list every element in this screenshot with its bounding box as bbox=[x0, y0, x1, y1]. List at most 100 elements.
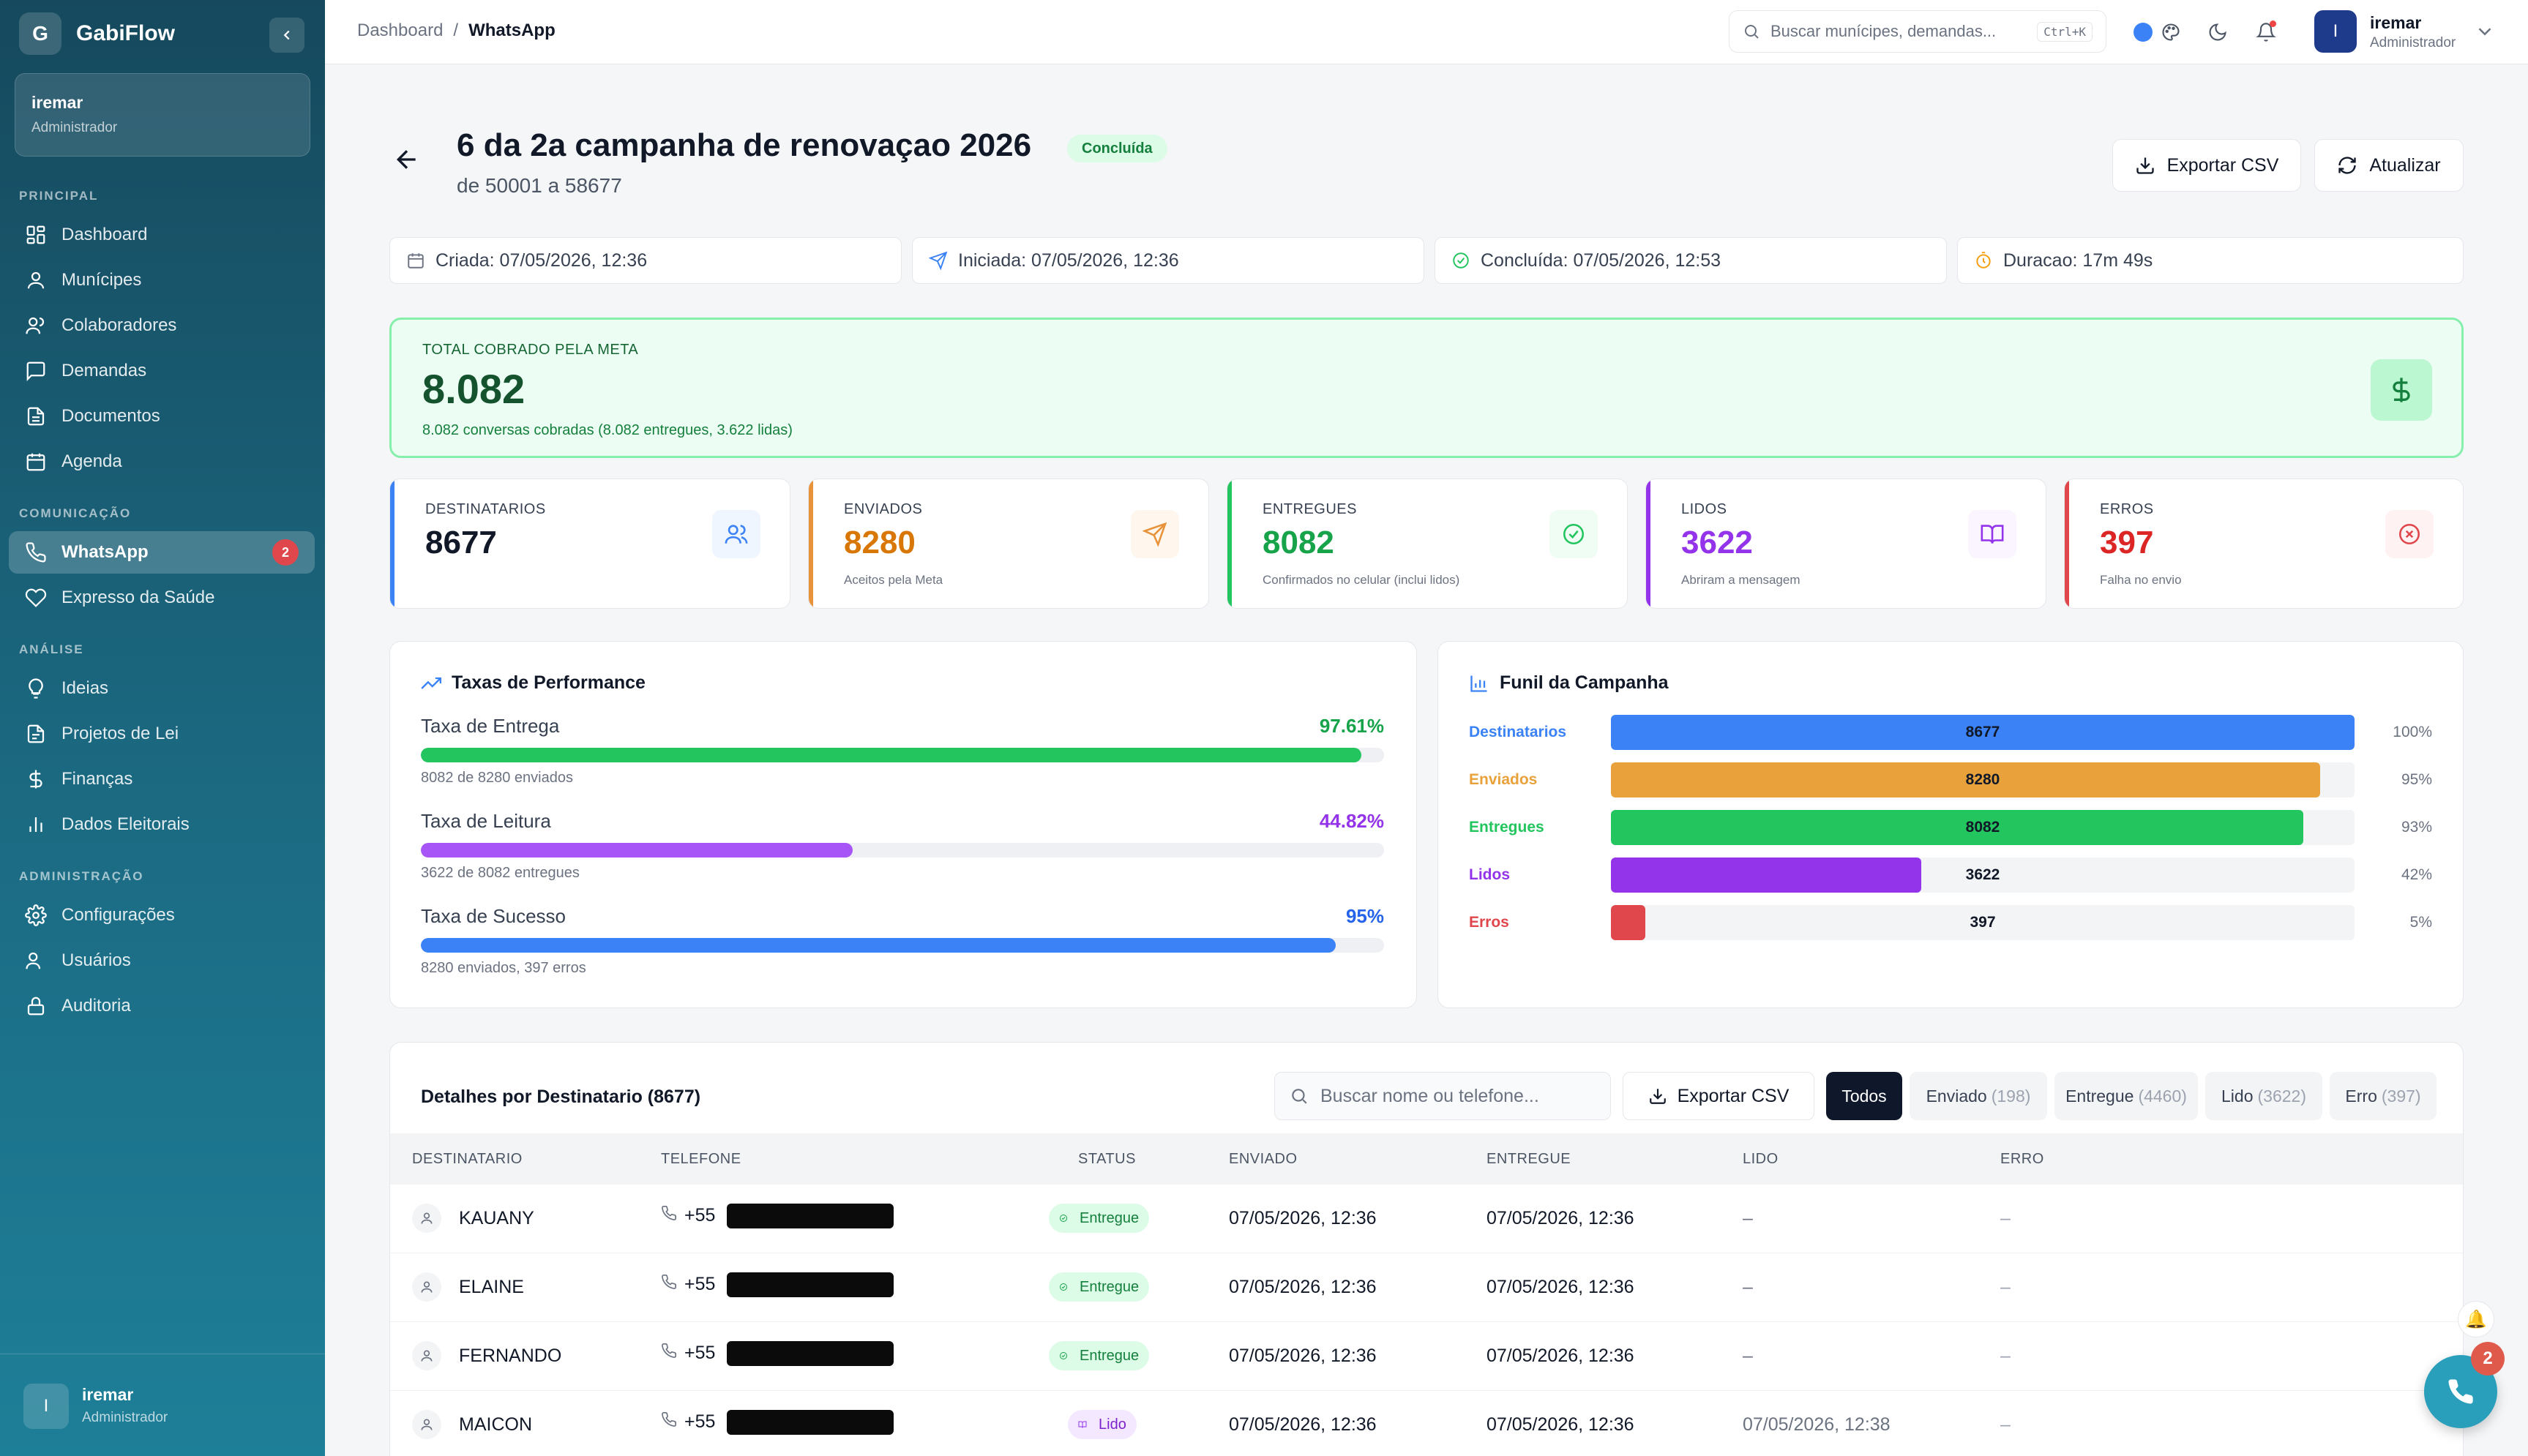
sidebar-item-projetos[interactable]: Projetos de Lei bbox=[9, 713, 315, 755]
sidebar-item-expresso[interactable]: Expresso da Saúde bbox=[9, 577, 315, 619]
stat-accent-bar bbox=[1646, 479, 1650, 608]
funnel-bar: 8280 bbox=[1611, 762, 2355, 798]
palette-button[interactable] bbox=[2158, 19, 2184, 45]
theme-color-button[interactable] bbox=[2130, 19, 2156, 45]
status-badge: Entregue bbox=[1049, 1272, 1150, 1302]
sidebar-item-documentos[interactable]: Documentos bbox=[9, 395, 315, 438]
info-duration: Duracao: 17m 49s bbox=[1957, 237, 2464, 284]
column-header[interactable]: TELEFONE bbox=[661, 1150, 741, 1167]
arrow-left-icon[interactable] bbox=[392, 145, 422, 174]
fab-count-badge: 2 bbox=[2471, 1342, 2505, 1376]
sidebar-item-label: Agenda bbox=[61, 451, 122, 471]
stat-sub: Confirmados no celular (inclui lidos) bbox=[1263, 573, 1460, 587]
filter-erro[interactable]: Erro (397) bbox=[2330, 1072, 2437, 1120]
bar-chart-icon bbox=[29, 817, 42, 832]
color-dot-icon bbox=[2134, 23, 2153, 42]
brand-logo: G bbox=[19, 12, 61, 55]
filter-label: Enviado bbox=[1926, 1086, 1987, 1106]
stat-accent-bar bbox=[1227, 479, 1232, 608]
sidebar-item-colaboradores[interactable]: Colaboradores bbox=[9, 304, 315, 347]
refresh-icon bbox=[2338, 157, 2357, 174]
funnel-pct: 5% bbox=[2409, 914, 2432, 931]
sidebar-user-card[interactable]: iremar Administrador bbox=[15, 73, 310, 157]
delivered-at: 07/05/2026, 12:36 bbox=[1486, 1346, 1634, 1366]
column-header[interactable]: ERRO bbox=[2000, 1150, 2044, 1167]
sidebar-item-configuracoes[interactable]: Configurações bbox=[9, 894, 315, 937]
topbar-user-name[interactable]: iremar bbox=[2370, 13, 2422, 32]
sidebar-item-dashboard[interactable]: Dashboard bbox=[9, 214, 315, 256]
filter-count: (4460) bbox=[2138, 1086, 2187, 1106]
brand[interactable]: G GabiFlow bbox=[19, 12, 175, 55]
breadcrumb-root[interactable]: Dashboard bbox=[357, 20, 444, 40]
users-icon bbox=[26, 317, 45, 334]
table-row[interactable]: FERNANDO +55 Entregue 07/05/2026, 12:36 07/0… bbox=[390, 1322, 2463, 1391]
rate-fill bbox=[421, 938, 1336, 953]
column-header[interactable]: ENTREGUE bbox=[1486, 1150, 1571, 1167]
filter-entregue[interactable]: Entregue (4460) bbox=[2054, 1072, 2198, 1120]
sidebar-item-financas[interactable]: Finanças bbox=[9, 758, 315, 800]
stat-card-lidos: LIDOS 3622 Abriram a mensagem bbox=[1645, 479, 2046, 609]
funnel-bar-fill bbox=[1611, 762, 2321, 798]
book-open-icon bbox=[1078, 1417, 1093, 1432]
send-icon bbox=[929, 251, 948, 270]
recipient-search-input[interactable]: Buscar nome ou telefone... bbox=[1274, 1072, 1611, 1120]
stat-label: ERROS bbox=[2100, 501, 2154, 517]
avatar[interactable]: I bbox=[2314, 10, 2357, 53]
sidebar-item-ideias[interactable]: Ideias bbox=[9, 667, 315, 710]
x-circle-icon bbox=[2385, 510, 2434, 558]
details-title: Detalhes por Destinatario (8677) bbox=[421, 1087, 701, 1107]
filter-lido[interactable]: Lido (3622) bbox=[2205, 1072, 2322, 1120]
palette-icon bbox=[2162, 23, 2180, 41]
refresh-label: Atualizar bbox=[2369, 154, 2441, 176]
stat-value: 8280 bbox=[844, 525, 916, 560]
sidebar-item-usuarios[interactable]: Usuários bbox=[9, 939, 315, 982]
error-text: – bbox=[2000, 1208, 2011, 1228]
rate-label: Taxa de Entrega bbox=[421, 715, 560, 737]
sidebar-item-label: Dashboard bbox=[61, 225, 148, 244]
read-at: – bbox=[1743, 1346, 1753, 1366]
refresh-button[interactable]: Atualizar bbox=[2314, 139, 2464, 192]
column-header[interactable]: STATUS bbox=[1078, 1150, 1136, 1167]
filter-enviado[interactable]: Enviado (198) bbox=[1910, 1072, 2047, 1120]
chevron-down-icon[interactable] bbox=[2474, 20, 2496, 42]
collapse-sidebar-button[interactable] bbox=[269, 18, 304, 53]
details-export-label: Exportar CSV bbox=[1677, 1085, 1790, 1106]
chevron-left-icon bbox=[283, 30, 290, 40]
user-icon bbox=[412, 1341, 441, 1370]
column-header[interactable]: ENVIADO bbox=[1229, 1150, 1298, 1167]
sidebar-footer[interactable]: I iremar Administrador bbox=[0, 1354, 325, 1456]
sidebar-item-whatsapp[interactable]: WhatsApp 2 bbox=[9, 531, 315, 574]
funnel-bar-fill bbox=[1611, 858, 1921, 893]
phone-icon bbox=[661, 1205, 677, 1226]
stat-card-enviados: ENVIADOS 8280 Aceitos pela Meta bbox=[808, 479, 1209, 609]
delivered-at: 07/05/2026, 12:36 bbox=[1486, 1414, 1634, 1435]
global-search-input[interactable]: Buscar munícipes, demandas... Ctrl+K bbox=[1729, 10, 2106, 53]
dark-mode-button[interactable] bbox=[2204, 19, 2231, 45]
sidebar-item-demandas[interactable]: Demandas bbox=[9, 350, 315, 392]
sent-at: 07/05/2026, 12:36 bbox=[1229, 1346, 1377, 1366]
export-csv-label: Exportar CSV bbox=[2166, 154, 2279, 176]
sidebar-item-dados[interactable]: Dados Eleitorais bbox=[9, 803, 315, 846]
stat-label: ENVIADOS bbox=[844, 501, 923, 517]
floating-bell-button[interactable]: 🔔 bbox=[2458, 1301, 2494, 1337]
read-at: 07/05/2026, 12:38 bbox=[1743, 1414, 1891, 1435]
sidebar-item-label: Projetos de Lei bbox=[61, 724, 179, 743]
info-created: Criada: 07/05/2026, 12:36 bbox=[389, 237, 902, 284]
sidebar-item-municipes[interactable]: Munícipes bbox=[9, 259, 315, 301]
table-row[interactable]: KAUANY +55 Entregue 07/05/2026, 12:36 07/05/… bbox=[390, 1185, 2463, 1253]
export-csv-button[interactable]: Exportar CSV bbox=[2112, 139, 2301, 192]
table-row[interactable]: ELAINE +55 Entregue 07/05/2026, 12:36 07/05/… bbox=[390, 1253, 2463, 1322]
funnel-bar: 3622 bbox=[1611, 858, 2355, 893]
column-header[interactable]: DESTINATARIO bbox=[412, 1150, 523, 1167]
rate-label: Taxa de Leitura bbox=[421, 810, 551, 832]
notifications-button[interactable] bbox=[2253, 19, 2279, 45]
sidebar-item-agenda[interactable]: Agenda bbox=[9, 440, 315, 483]
filter-todos[interactable]: Todos bbox=[1826, 1072, 1902, 1120]
sidebar-item-auditoria[interactable]: Auditoria bbox=[9, 985, 315, 1027]
details-export-csv-button[interactable]: Exportar CSV bbox=[1623, 1072, 1814, 1120]
sidebar-item-label: Auditoria bbox=[61, 996, 131, 1016]
bar-chart-icon bbox=[1470, 675, 1487, 692]
filter-label: Todos bbox=[1841, 1086, 1887, 1106]
column-header[interactable]: LIDO bbox=[1743, 1150, 1779, 1167]
table-row[interactable]: MAICON +55 Lido 07/05/2026, 12:36 07/05/2026… bbox=[390, 1391, 2463, 1456]
